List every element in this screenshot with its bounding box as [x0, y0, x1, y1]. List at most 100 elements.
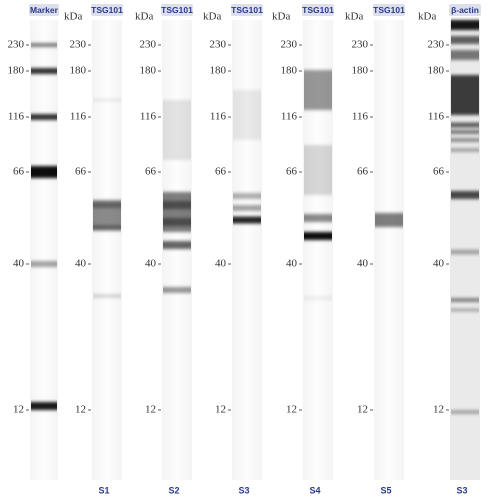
lane-header: TSG101 [373, 5, 405, 15]
header-box [302, 4, 334, 16]
axis-unit: kDa [64, 11, 82, 23]
tick-label: 116 [210, 111, 227, 123]
capillary-lane [232, 20, 262, 480]
lane-header: TSG101 [91, 5, 123, 15]
tick-label: 180 [428, 65, 445, 77]
band [304, 232, 332, 240]
tick-label: 230 [428, 39, 445, 51]
tick-label: 230 [352, 39, 369, 51]
band [304, 296, 332, 300]
tick-label: 40 [215, 258, 227, 270]
tick-label: 230 [70, 39, 87, 51]
band [451, 130, 479, 134]
tick-label: 12 [215, 404, 226, 416]
band [163, 241, 191, 249]
band [304, 145, 332, 195]
band [451, 20, 479, 30]
sample-label: S2 [168, 485, 179, 495]
band [304, 70, 332, 110]
band [451, 308, 479, 312]
capillary-lane [374, 20, 404, 480]
band [163, 218, 191, 226]
tick-label: 40 [286, 258, 298, 270]
tick-label: 180 [140, 65, 157, 77]
band [233, 205, 261, 211]
tick-label: 66 [286, 166, 298, 178]
tick-label: 40 [13, 258, 25, 270]
band [233, 90, 261, 140]
sample-label: S5 [380, 485, 391, 495]
band [451, 298, 479, 302]
sample-label: S3 [238, 485, 249, 495]
tick-label: 66 [357, 166, 369, 178]
lane-header: Marker [30, 5, 59, 15]
band [451, 410, 479, 414]
tick-label: 230 [8, 39, 25, 51]
tick-label: 40 [433, 258, 445, 270]
band [233, 216, 261, 224]
tick-label: 116 [281, 111, 298, 123]
band [451, 36, 479, 44]
bands [375, 213, 403, 227]
band [93, 98, 121, 102]
bands [93, 98, 121, 298]
tick-label: 116 [352, 111, 369, 123]
header-box [91, 4, 123, 16]
header-box [231, 4, 263, 16]
tick-label: 66 [145, 166, 157, 178]
band [31, 43, 57, 47]
tick-label: 12 [145, 404, 156, 416]
band [93, 202, 121, 208]
capillary-lane [162, 20, 192, 480]
lane-header: TSG101 [231, 5, 263, 15]
band [163, 287, 191, 293]
band [93, 225, 121, 231]
capillary-lane [92, 20, 122, 480]
lane-header: β-actin [451, 5, 479, 15]
tick-label: 180 [210, 65, 227, 77]
band [451, 50, 479, 60]
band [451, 122, 479, 128]
axis-unit: kDa [272, 11, 290, 23]
header-box [373, 4, 405, 16]
axis-unit: kDa [203, 11, 221, 23]
sample-label: S4 [309, 485, 320, 495]
tick-label: 40 [357, 258, 369, 270]
header-box [449, 4, 481, 16]
tick-label: 180 [70, 65, 87, 77]
bands [304, 70, 332, 300]
band [233, 193, 261, 199]
tick-label: 180 [352, 65, 369, 77]
tick-label: 116 [428, 111, 445, 123]
tick-label: 40 [75, 258, 87, 270]
bands [451, 20, 479, 414]
band [163, 201, 191, 209]
header-box [161, 4, 193, 16]
tick-label: 116 [70, 111, 87, 123]
tick-label: 40 [145, 258, 157, 270]
band [451, 148, 479, 152]
band [451, 191, 479, 199]
tick-label: 12 [357, 404, 368, 416]
tick-label: 66 [13, 166, 25, 178]
tick-label: 116 [8, 111, 25, 123]
tick-label: 180 [281, 65, 298, 77]
tick-label: 180 [8, 65, 25, 77]
capillary-lane [30, 20, 58, 480]
bands [163, 100, 191, 293]
tick-label: 66 [433, 166, 445, 178]
sample-label: S1 [98, 485, 109, 495]
band [304, 214, 332, 222]
tick-label: 12 [433, 404, 444, 416]
band [31, 68, 57, 74]
tick-label: 230 [281, 39, 298, 51]
header-box [29, 4, 59, 16]
band [375, 213, 403, 227]
band [31, 114, 57, 120]
bands [233, 90, 261, 224]
band [31, 261, 57, 267]
band [451, 249, 479, 255]
lane-header: TSG101 [302, 5, 334, 15]
band [163, 100, 191, 160]
